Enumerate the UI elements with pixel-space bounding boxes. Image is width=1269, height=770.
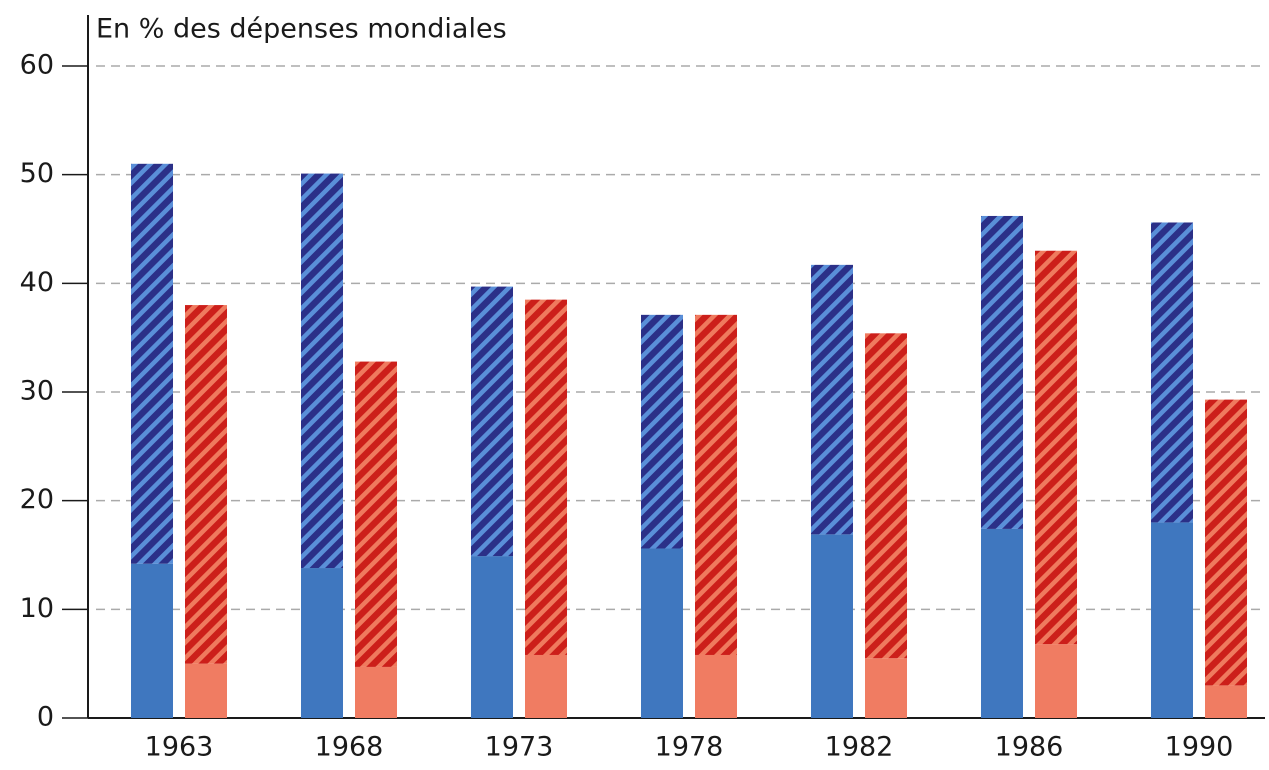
bar-segment <box>811 264 853 535</box>
x-tick-label: 1986 <box>995 732 1064 763</box>
bar-segment <box>131 163 173 564</box>
y-tick-label: 10 <box>20 593 54 624</box>
x-tick-label: 1990 <box>1165 732 1234 763</box>
x-tick-label: 1978 <box>655 732 724 763</box>
bar-segment <box>865 658 907 718</box>
bar-segment <box>981 528 1023 718</box>
x-tick-label: 1973 <box>485 732 554 763</box>
x-tick-label: 1968 <box>315 732 384 763</box>
bar-segment <box>1205 685 1247 718</box>
bar-segment <box>1205 399 1247 686</box>
bar-segment <box>131 563 173 718</box>
bar-segment <box>355 666 397 718</box>
bar-segment <box>641 548 683 718</box>
bar-segment <box>695 654 737 718</box>
bar-segment <box>185 663 227 718</box>
bar-segment <box>641 314 683 549</box>
bar-segment <box>981 215 1023 529</box>
bar-segment <box>301 568 343 718</box>
x-tick-label: 1963 <box>145 732 214 763</box>
chart-title: En % des dépenses mondiales <box>96 14 507 45</box>
x-tick-label: 1982 <box>825 732 894 763</box>
y-tick-label: 40 <box>20 267 54 298</box>
bar-segment <box>1035 250 1077 645</box>
bar-segment <box>471 556 513 718</box>
bar-segment <box>811 534 853 718</box>
y-tick-label: 0 <box>37 702 54 733</box>
bar-segment <box>695 314 737 655</box>
bar-segment <box>1151 522 1193 718</box>
y-tick-label: 30 <box>20 376 54 407</box>
bar-segment <box>525 299 567 655</box>
bar-segment <box>525 654 567 718</box>
bar-segment <box>355 361 397 667</box>
bar-segment <box>185 305 227 664</box>
y-tick-label: 60 <box>20 50 54 81</box>
y-tick-label: 50 <box>20 158 54 189</box>
y-tick-label: 20 <box>20 484 54 515</box>
bar-segment <box>301 173 343 569</box>
bar-segment <box>865 333 907 659</box>
bar-segment <box>471 286 513 557</box>
bar-segment <box>1035 644 1077 718</box>
bar-segment <box>1151 222 1193 523</box>
